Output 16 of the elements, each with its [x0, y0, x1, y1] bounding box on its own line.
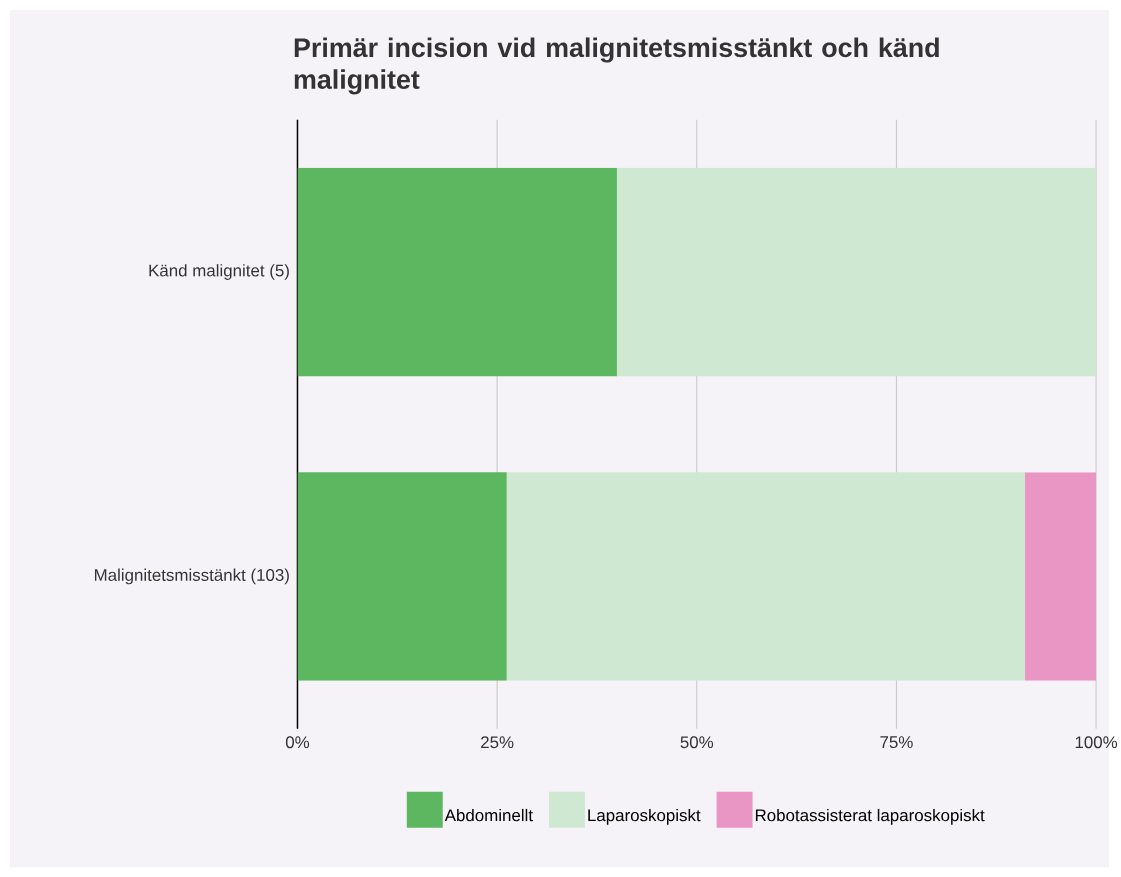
x-tick-label: 50% [680, 735, 714, 748]
bar [616, 167, 1097, 377]
bar [297, 471, 507, 681]
x-tick-label: 25% [481, 735, 514, 748]
legend-label: Robotassisterat laparoskopiskt [755, 808, 985, 825]
legend-label: Abdominellt [444, 808, 533, 822]
y-tick-label: Känd malignitet (5) [149, 263, 289, 280]
x-tick-label: 0% [285, 735, 310, 748]
x-tick-label: 75% [880, 735, 913, 748]
bar [506, 471, 1025, 681]
legend-label: Laparoskopiskt [588, 808, 701, 825]
bar [1025, 471, 1097, 681]
chart-title: Primär incision vid malignitetsmisstänkt och känd malignitet [294, 37, 939, 95]
y-tick-label: Malignitetsmisstänkt (103) [94, 568, 289, 585]
x-tick-label: 100% [1075, 735, 1118, 748]
bar [297, 167, 617, 377]
